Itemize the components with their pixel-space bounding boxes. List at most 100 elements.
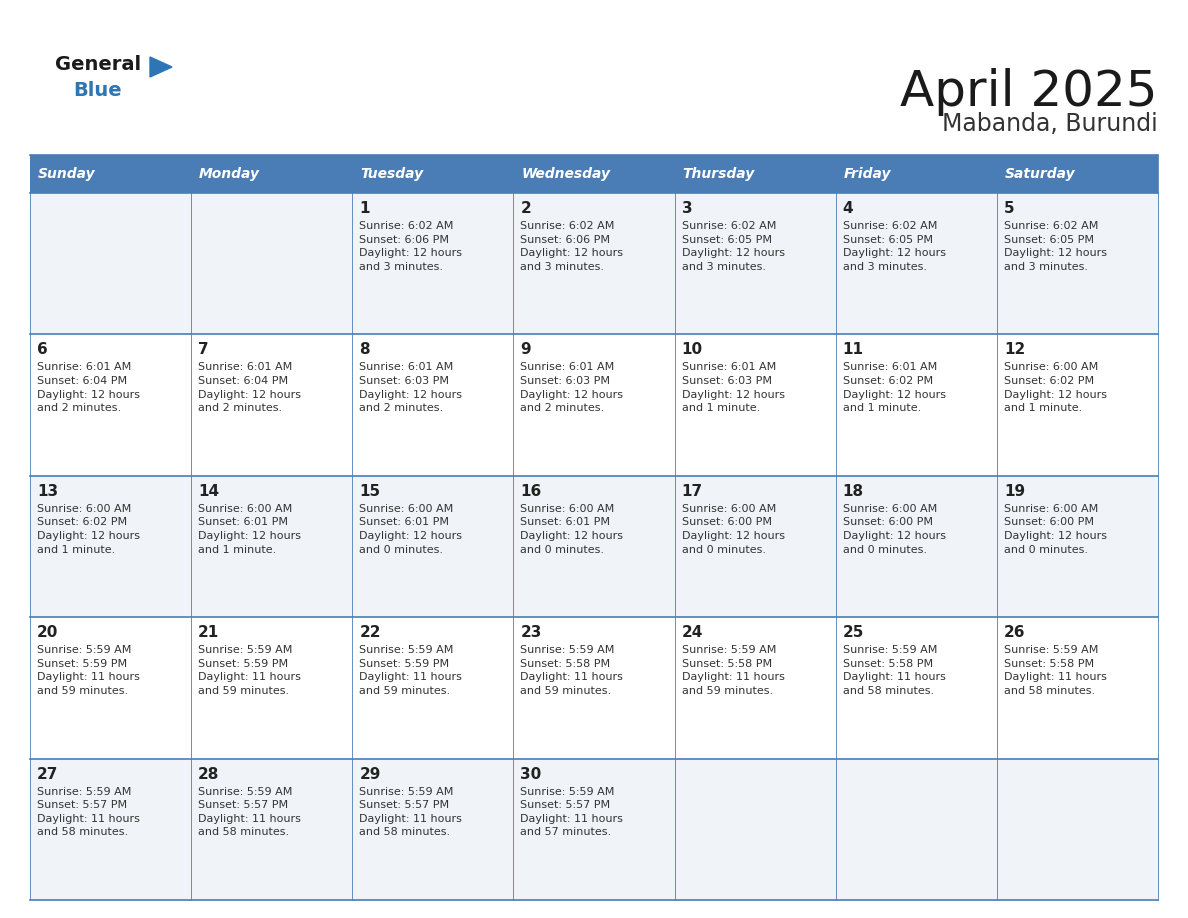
Text: 2: 2: [520, 201, 531, 216]
Text: 11: 11: [842, 342, 864, 357]
Bar: [835, 617, 997, 758]
Text: Sunrise: 6:02 AM
Sunset: 6:05 PM
Daylight: 12 hours
and 3 minutes.: Sunrise: 6:02 AM Sunset: 6:05 PM Dayligh…: [842, 221, 946, 272]
Text: 22: 22: [359, 625, 381, 640]
Text: Sunrise: 6:01 AM
Sunset: 6:03 PM
Daylight: 12 hours
and 2 minutes.: Sunrise: 6:01 AM Sunset: 6:03 PM Dayligh…: [359, 363, 462, 413]
Text: 1: 1: [359, 201, 369, 216]
Bar: [675, 193, 835, 334]
Bar: [835, 334, 997, 476]
Bar: [30, 617, 191, 758]
Text: Saturday: Saturday: [1005, 167, 1075, 181]
Text: 21: 21: [198, 625, 220, 640]
Bar: [513, 155, 675, 193]
Text: Sunday: Sunday: [38, 167, 95, 181]
Text: 14: 14: [198, 484, 220, 498]
Text: Sunrise: 6:00 AM
Sunset: 6:00 PM
Daylight: 12 hours
and 0 minutes.: Sunrise: 6:00 AM Sunset: 6:00 PM Dayligh…: [682, 504, 784, 554]
Polygon shape: [150, 57, 172, 77]
Text: 4: 4: [842, 201, 853, 216]
Text: Sunrise: 5:59 AM
Sunset: 5:57 PM
Daylight: 11 hours
and 58 minutes.: Sunrise: 5:59 AM Sunset: 5:57 PM Dayligh…: [198, 787, 301, 837]
Text: 15: 15: [359, 484, 380, 498]
Bar: [353, 155, 513, 193]
Bar: [997, 476, 1158, 617]
Text: 13: 13: [37, 484, 58, 498]
Bar: [675, 617, 835, 758]
Bar: [191, 334, 353, 476]
Text: 6: 6: [37, 342, 48, 357]
Bar: [191, 155, 353, 193]
Text: 27: 27: [37, 767, 58, 781]
Bar: [191, 476, 353, 617]
Text: Mabanda, Burundi: Mabanda, Burundi: [942, 112, 1158, 136]
Bar: [30, 758, 191, 900]
Bar: [835, 476, 997, 617]
Text: Sunrise: 6:00 AM
Sunset: 6:02 PM
Daylight: 12 hours
and 1 minute.: Sunrise: 6:00 AM Sunset: 6:02 PM Dayligh…: [1004, 363, 1107, 413]
Bar: [997, 334, 1158, 476]
Text: 17: 17: [682, 484, 702, 498]
Text: 19: 19: [1004, 484, 1025, 498]
Bar: [675, 758, 835, 900]
Bar: [353, 334, 513, 476]
Text: Sunrise: 6:01 AM
Sunset: 6:03 PM
Daylight: 12 hours
and 2 minutes.: Sunrise: 6:01 AM Sunset: 6:03 PM Dayligh…: [520, 363, 624, 413]
Text: Sunrise: 5:59 AM
Sunset: 5:57 PM
Daylight: 11 hours
and 58 minutes.: Sunrise: 5:59 AM Sunset: 5:57 PM Dayligh…: [37, 787, 140, 837]
Text: Sunrise: 6:02 AM
Sunset: 6:05 PM
Daylight: 12 hours
and 3 minutes.: Sunrise: 6:02 AM Sunset: 6:05 PM Dayligh…: [682, 221, 784, 272]
Text: Sunrise: 6:01 AM
Sunset: 6:04 PM
Daylight: 12 hours
and 2 minutes.: Sunrise: 6:01 AM Sunset: 6:04 PM Dayligh…: [198, 363, 301, 413]
Text: Blue: Blue: [72, 81, 121, 100]
Text: Monday: Monday: [200, 167, 260, 181]
Text: 18: 18: [842, 484, 864, 498]
Bar: [835, 758, 997, 900]
Text: Sunrise: 6:00 AM
Sunset: 6:00 PM
Daylight: 12 hours
and 0 minutes.: Sunrise: 6:00 AM Sunset: 6:00 PM Dayligh…: [1004, 504, 1107, 554]
Bar: [997, 758, 1158, 900]
Bar: [675, 476, 835, 617]
Bar: [353, 476, 513, 617]
Text: 3: 3: [682, 201, 693, 216]
Bar: [30, 334, 191, 476]
Text: Friday: Friday: [843, 167, 891, 181]
Bar: [997, 193, 1158, 334]
Text: Thursday: Thursday: [683, 167, 754, 181]
Text: Sunrise: 5:59 AM
Sunset: 5:58 PM
Daylight: 11 hours
and 59 minutes.: Sunrise: 5:59 AM Sunset: 5:58 PM Dayligh…: [682, 645, 784, 696]
Bar: [353, 617, 513, 758]
Text: 24: 24: [682, 625, 703, 640]
Bar: [30, 155, 191, 193]
Bar: [513, 476, 675, 617]
Text: 28: 28: [198, 767, 220, 781]
Text: Sunrise: 6:01 AM
Sunset: 6:04 PM
Daylight: 12 hours
and 2 minutes.: Sunrise: 6:01 AM Sunset: 6:04 PM Dayligh…: [37, 363, 140, 413]
Text: 16: 16: [520, 484, 542, 498]
Text: Sunrise: 6:00 AM
Sunset: 6:00 PM
Daylight: 12 hours
and 0 minutes.: Sunrise: 6:00 AM Sunset: 6:00 PM Dayligh…: [842, 504, 946, 554]
Bar: [513, 617, 675, 758]
Text: 20: 20: [37, 625, 58, 640]
Text: 30: 30: [520, 767, 542, 781]
Bar: [30, 193, 191, 334]
Text: Sunrise: 6:01 AM
Sunset: 6:02 PM
Daylight: 12 hours
and 1 minute.: Sunrise: 6:01 AM Sunset: 6:02 PM Dayligh…: [842, 363, 946, 413]
Text: Sunrise: 6:00 AM
Sunset: 6:01 PM
Daylight: 12 hours
and 1 minute.: Sunrise: 6:00 AM Sunset: 6:01 PM Dayligh…: [198, 504, 301, 554]
Text: Sunrise: 5:59 AM
Sunset: 5:58 PM
Daylight: 11 hours
and 58 minutes.: Sunrise: 5:59 AM Sunset: 5:58 PM Dayligh…: [842, 645, 946, 696]
Bar: [353, 193, 513, 334]
Text: 29: 29: [359, 767, 380, 781]
Text: Sunrise: 6:01 AM
Sunset: 6:03 PM
Daylight: 12 hours
and 1 minute.: Sunrise: 6:01 AM Sunset: 6:03 PM Dayligh…: [682, 363, 784, 413]
Bar: [30, 476, 191, 617]
Bar: [513, 193, 675, 334]
Text: Sunrise: 6:00 AM
Sunset: 6:01 PM
Daylight: 12 hours
and 0 minutes.: Sunrise: 6:00 AM Sunset: 6:01 PM Dayligh…: [359, 504, 462, 554]
Bar: [675, 155, 835, 193]
Text: Sunrise: 6:02 AM
Sunset: 6:05 PM
Daylight: 12 hours
and 3 minutes.: Sunrise: 6:02 AM Sunset: 6:05 PM Dayligh…: [1004, 221, 1107, 272]
Bar: [353, 758, 513, 900]
Text: General: General: [55, 55, 141, 74]
Text: Sunrise: 6:00 AM
Sunset: 6:02 PM
Daylight: 12 hours
and 1 minute.: Sunrise: 6:00 AM Sunset: 6:02 PM Dayligh…: [37, 504, 140, 554]
Text: 10: 10: [682, 342, 702, 357]
Text: 8: 8: [359, 342, 369, 357]
Text: 26: 26: [1004, 625, 1025, 640]
Bar: [997, 617, 1158, 758]
Text: Sunrise: 6:02 AM
Sunset: 6:06 PM
Daylight: 12 hours
and 3 minutes.: Sunrise: 6:02 AM Sunset: 6:06 PM Dayligh…: [520, 221, 624, 272]
Text: Wednesday: Wednesday: [522, 167, 611, 181]
Bar: [191, 193, 353, 334]
Text: Tuesday: Tuesday: [360, 167, 423, 181]
Bar: [997, 155, 1158, 193]
Text: Sunrise: 5:59 AM
Sunset: 5:59 PM
Daylight: 11 hours
and 59 minutes.: Sunrise: 5:59 AM Sunset: 5:59 PM Dayligh…: [198, 645, 301, 696]
Bar: [513, 334, 675, 476]
Text: 5: 5: [1004, 201, 1015, 216]
Text: Sunrise: 5:59 AM
Sunset: 5:59 PM
Daylight: 11 hours
and 59 minutes.: Sunrise: 5:59 AM Sunset: 5:59 PM Dayligh…: [37, 645, 140, 696]
Bar: [835, 193, 997, 334]
Bar: [513, 758, 675, 900]
Text: Sunrise: 5:59 AM
Sunset: 5:57 PM
Daylight: 11 hours
and 57 minutes.: Sunrise: 5:59 AM Sunset: 5:57 PM Dayligh…: [520, 787, 624, 837]
Text: Sunrise: 5:59 AM
Sunset: 5:58 PM
Daylight: 11 hours
and 59 minutes.: Sunrise: 5:59 AM Sunset: 5:58 PM Dayligh…: [520, 645, 624, 696]
Bar: [835, 155, 997, 193]
